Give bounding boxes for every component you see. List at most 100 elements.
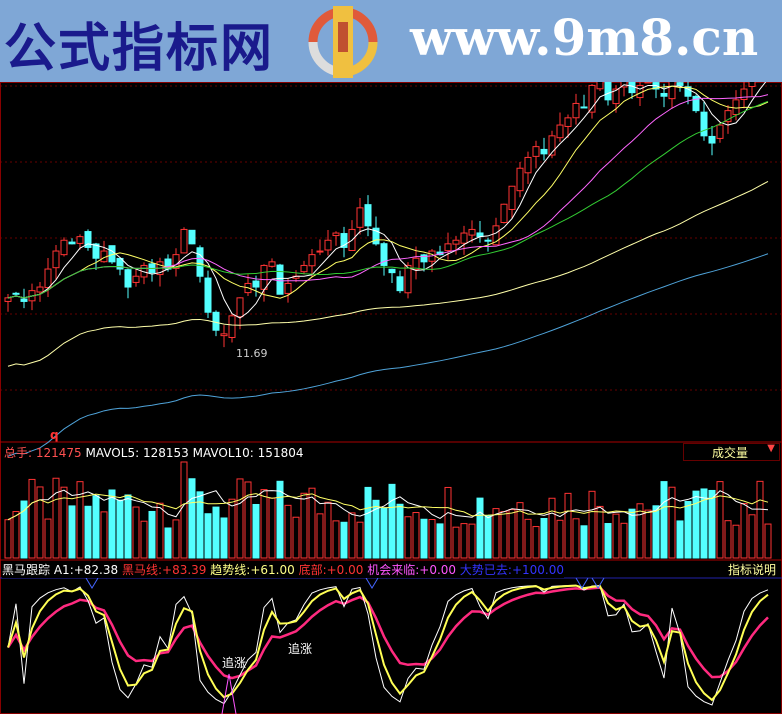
volume-bar [620, 522, 628, 559]
volume-bar [68, 505, 76, 559]
heima-label: 黑马线: [121, 563, 163, 577]
candle-up [524, 156, 532, 174]
volume-bar [132, 506, 140, 559]
candle-up [308, 254, 316, 267]
candle-up [572, 102, 580, 119]
volume-bar [572, 518, 580, 559]
candle-up [492, 225, 500, 246]
candle-up [268, 261, 276, 267]
volume-bar [628, 508, 636, 559]
volume-bar [12, 511, 20, 559]
site-logo [308, 6, 378, 78]
candle-up [716, 124, 724, 139]
mavol10-label: MAVOL10: [192, 446, 254, 460]
volume-bar [460, 523, 468, 559]
candle-down [124, 269, 132, 288]
a1-line [7, 584, 769, 706]
volume-bar [212, 506, 220, 559]
ma-line-60 [7, 180, 769, 367]
volume-bar [524, 518, 532, 559]
candle-up [284, 282, 292, 294]
candle-up [636, 84, 644, 99]
candle-down [204, 277, 212, 313]
volume-bar [604, 523, 612, 559]
volume-bar [28, 478, 36, 559]
volume-bar [260, 489, 268, 559]
mavol-line-10 [7, 493, 769, 521]
volume-bar [188, 478, 196, 559]
volume-bar [100, 511, 108, 559]
ma-line-5 [7, 82, 767, 319]
candle-down [540, 148, 548, 155]
volume-bar [492, 508, 500, 559]
volume-bar [428, 519, 436, 559]
banner: 公式指标网 www.9m8.cn [0, 0, 782, 82]
volume-bar [596, 505, 604, 559]
indicator-select[interactable]: 成交量 ▼ [683, 443, 780, 461]
volume-bar [380, 507, 388, 559]
volume-bar [468, 523, 476, 559]
candle-up [532, 146, 540, 157]
osc-name: 黑马跟踪 [2, 563, 51, 577]
oscillator-legend: 黑马跟踪 A1:+82.38 黑马线:+83.39 趋势线:+61.00 底部:… [2, 561, 564, 578]
candle-up [316, 250, 324, 253]
candle-up [404, 264, 412, 294]
candle-up [44, 268, 52, 289]
ma-line-30 [7, 100, 769, 299]
volume-bar [652, 505, 660, 559]
chase-marker-1: 追涨 [222, 656, 247, 670]
mavol-line-5 [7, 489, 769, 521]
mavol5-value: 128153 [142, 446, 189, 460]
volume-bar [324, 501, 332, 559]
stock-chart[interactable] [0, 82, 782, 714]
candle-up [644, 82, 652, 84]
candle-up [460, 232, 468, 244]
candle-up [500, 203, 508, 223]
a1-label: A1: [53, 563, 74, 577]
candle-down [188, 229, 196, 245]
volume-bar [700, 488, 708, 559]
candle-down [68, 241, 76, 245]
volume-bar [180, 461, 188, 559]
volume-bar [540, 517, 548, 559]
volume-bar [372, 499, 380, 559]
candle-down [580, 106, 588, 109]
volume-bar [764, 523, 772, 559]
volume-bar [516, 502, 524, 559]
volume-bar [564, 492, 572, 559]
bottom-value: +0.00 [326, 563, 364, 577]
indicator-help-link[interactable]: 指标说明 [727, 563, 776, 577]
chart-border [0, 82, 782, 714]
candle-up [324, 239, 332, 251]
volume-bar [228, 498, 236, 559]
chevron-down-icon[interactable]: ▼ [767, 443, 775, 454]
heima-value: +83.39 [162, 563, 207, 577]
candle-down [20, 298, 28, 302]
volume-bar [756, 480, 764, 559]
top-signal [365, 577, 379, 589]
candle-up [180, 228, 188, 254]
volume-bar [436, 523, 444, 559]
candle-down [364, 204, 372, 227]
candle-down [484, 239, 492, 242]
volume-bar [684, 501, 692, 559]
volume-bar [156, 502, 164, 559]
candle-down [700, 111, 708, 137]
volume-bar [396, 503, 404, 559]
candle-up [556, 124, 564, 139]
volume-bar [84, 505, 92, 559]
mavol10-value: 151804 [257, 446, 304, 460]
candle-down [708, 135, 716, 144]
volume-bar [532, 526, 540, 559]
candle-up [4, 297, 12, 302]
volume-bar [476, 497, 484, 559]
volume-bar [588, 490, 596, 559]
candle-up [668, 82, 676, 100]
candle-up [60, 239, 68, 256]
volume-bar [276, 480, 284, 559]
volume-bar [44, 518, 52, 559]
volume-bar [124, 494, 132, 559]
volume-bar [308, 487, 316, 559]
candle-up [724, 110, 732, 123]
ma-line-10 [7, 85, 769, 299]
